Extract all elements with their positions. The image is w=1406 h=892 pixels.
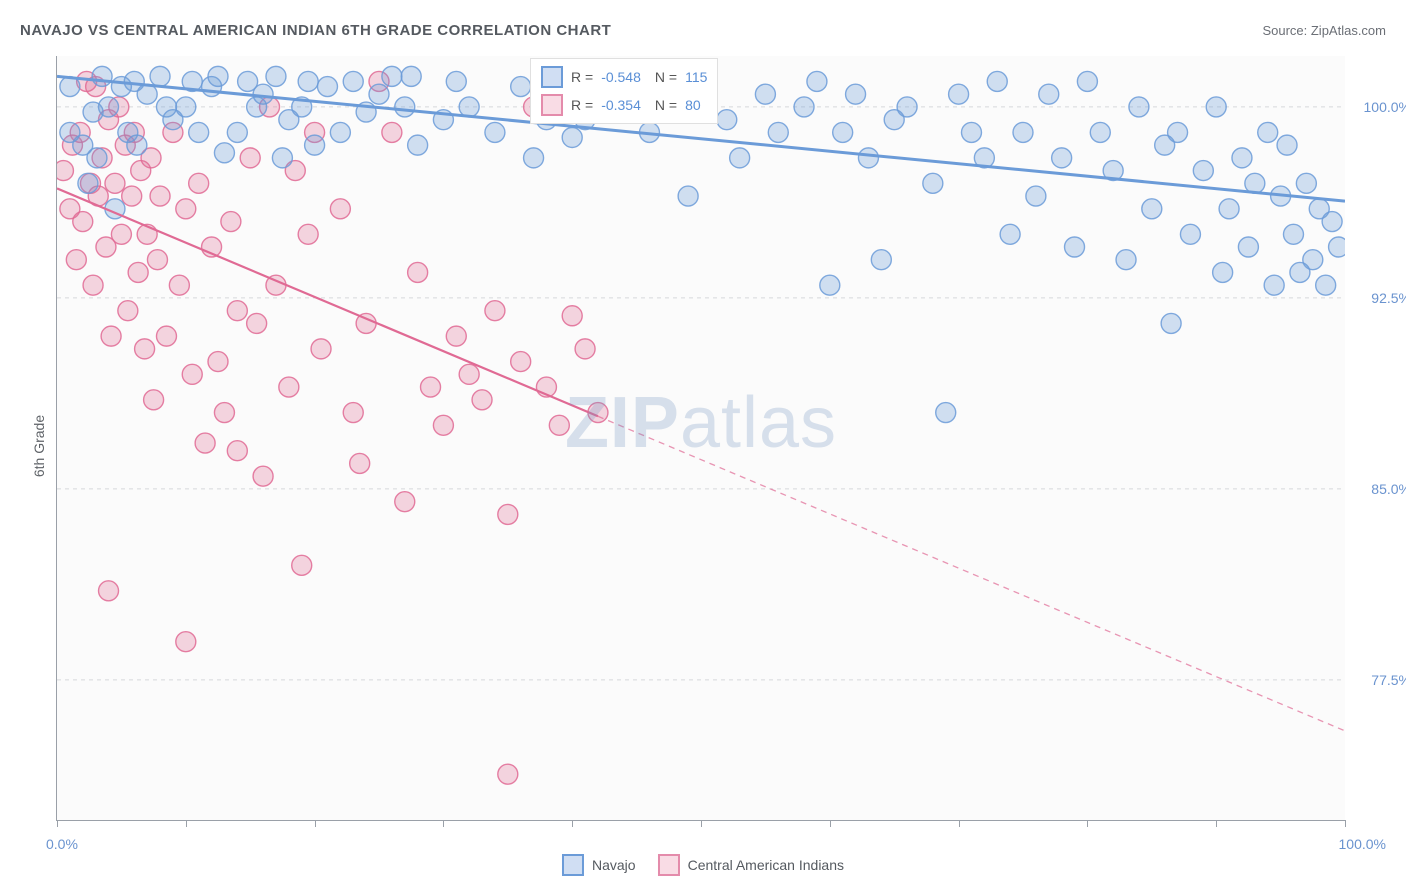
- x-tick: [443, 820, 444, 827]
- source-name: ZipAtlas.com: [1311, 23, 1386, 38]
- y-tick-label: 92.5%: [1371, 290, 1406, 306]
- plot-svg: [57, 56, 1345, 820]
- legend-label-cai: Central American Indians: [688, 857, 844, 873]
- swatch-navajo: [541, 66, 563, 88]
- legend-row-cai: R = -0.354 N = 80: [537, 91, 711, 119]
- x-tick: [572, 820, 573, 827]
- x-tick: [315, 820, 316, 827]
- y-axis-label: 6th Grade: [31, 415, 47, 477]
- y-tick-label: 100.0%: [1364, 99, 1406, 115]
- swatch-cai-icon: [658, 854, 680, 876]
- n-value-navajo: 115: [685, 69, 707, 85]
- legend-item-cai: Central American Indians: [658, 854, 844, 876]
- plot-area: 77.5%85.0%92.5%100.0% ZIPatlas: [56, 56, 1345, 821]
- legend-series: Navajo Central American Indians: [562, 854, 844, 876]
- x-tick: [701, 820, 702, 827]
- x-axis-max-label: 100.0%: [1339, 836, 1386, 852]
- n-label: N =: [655, 97, 677, 113]
- source-prefix: Source:: [1262, 23, 1310, 38]
- legend-stats: R = -0.548 N = 115 R = -0.354 N = 80: [530, 58, 718, 124]
- chart-container: NAVAJO VS CENTRAL AMERICAN INDIAN 6TH GR…: [0, 0, 1406, 892]
- swatch-cai: [541, 94, 563, 116]
- legend-label-navajo: Navajo: [592, 857, 636, 873]
- n-label: N =: [655, 69, 677, 85]
- swatch-navajo-icon: [562, 854, 584, 876]
- n-value-cai: 80: [685, 97, 701, 113]
- x-tick: [57, 820, 58, 827]
- r-value-cai: -0.354: [601, 97, 641, 113]
- x-axis-min-label: 0.0%: [46, 836, 78, 852]
- x-tick: [959, 820, 960, 827]
- r-label: R =: [571, 69, 593, 85]
- y-tick-label: 85.0%: [1371, 481, 1406, 497]
- header: NAVAJO VS CENTRAL AMERICAN INDIAN 6TH GR…: [20, 22, 1386, 39]
- chart-title: NAVAJO VS CENTRAL AMERICAN INDIAN 6TH GR…: [20, 22, 611, 39]
- source-attribution: Source: ZipAtlas.com: [1262, 23, 1386, 38]
- x-tick: [1345, 820, 1346, 827]
- x-tick: [1216, 820, 1217, 827]
- x-tick: [830, 820, 831, 827]
- r-value-navajo: -0.548: [601, 69, 641, 85]
- legend-item-navajo: Navajo: [562, 854, 636, 876]
- r-label: R =: [571, 97, 593, 113]
- x-tick: [186, 820, 187, 827]
- legend-row-navajo: R = -0.548 N = 115: [537, 63, 711, 91]
- x-tick: [1087, 820, 1088, 827]
- y-tick-label: 77.5%: [1371, 672, 1406, 688]
